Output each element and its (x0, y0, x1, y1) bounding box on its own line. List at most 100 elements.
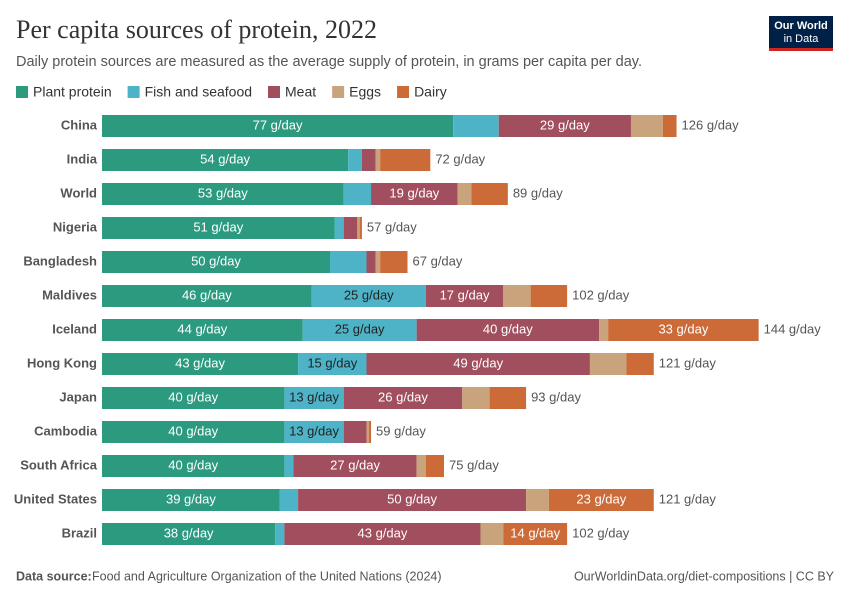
bar-segment (416, 319, 600, 341)
bar-segment (284, 455, 294, 477)
bar-segment (453, 115, 499, 137)
bar-segment (102, 251, 330, 273)
bar-segment (480, 523, 504, 545)
legend-label: Eggs (349, 84, 381, 100)
bar-segment (343, 183, 372, 205)
value-label: 15 g/day (307, 355, 357, 370)
value-label: 27 g/day (330, 457, 380, 472)
legend-swatch (397, 86, 410, 98)
value-label: 25 g/day (335, 321, 385, 336)
legend-swatch (16, 86, 28, 98)
value-label: 40 g/day (168, 423, 218, 438)
value-label: 43 g/day (175, 355, 225, 370)
bar-segment (330, 251, 367, 273)
bar-segment (380, 149, 431, 171)
bar-segment (102, 421, 285, 443)
value-label: 49 g/day (453, 355, 503, 370)
bar-segment (630, 115, 663, 137)
bar-segment (425, 455, 444, 477)
value-label: 19 g/day (389, 185, 439, 200)
total-label: 144 g/day (764, 321, 822, 336)
bar-segment (102, 455, 285, 477)
total-label: 75 g/day (449, 457, 499, 472)
total-label: 121 g/day (659, 491, 717, 506)
legend-label: Fish and seafood (145, 84, 252, 100)
value-label: 40 g/day (168, 457, 218, 472)
value-label: 50 g/day (191, 253, 241, 268)
value-label: 13 g/day (289, 423, 339, 438)
bar-segment (102, 523, 276, 545)
logo-box (769, 16, 833, 50)
subtitle: Daily protein sources are measured as th… (16, 54, 642, 70)
category-label: India (67, 151, 98, 166)
value-label: 54 g/day (200, 151, 250, 166)
value-label: 40 g/day (168, 389, 218, 404)
total-label: 102 g/day (572, 525, 630, 540)
bar-segment (102, 217, 335, 239)
value-label: 40 g/day (483, 321, 533, 336)
bar-segment (102, 285, 312, 307)
bar-segment (279, 489, 299, 511)
legend-label: Dairy (414, 84, 447, 100)
bar-segment (298, 489, 527, 511)
bar-segment (548, 489, 654, 511)
bar-segment (416, 455, 426, 477)
source-label: Data source: (16, 569, 92, 583)
bar-segment (503, 285, 531, 307)
bar-segment (375, 251, 381, 273)
total-label: 126 g/day (682, 117, 740, 132)
bar-segment (102, 319, 303, 341)
bar-segment (471, 183, 508, 205)
value-label: 50 g/day (387, 491, 437, 506)
value-label: 38 g/day (164, 525, 214, 540)
bar-segment (343, 421, 367, 443)
value-label: 13 g/day (289, 389, 339, 404)
category-label: Maldives (42, 287, 97, 302)
value-label: 46 g/day (182, 287, 232, 302)
legend-swatch (268, 86, 281, 98)
category-label: Hong Kong (27, 355, 97, 370)
bar-segment (357, 217, 360, 239)
legend-label: Meat (285, 84, 316, 100)
bar-segment (530, 285, 568, 307)
category-label: United States (14, 491, 97, 506)
bar-segment (284, 387, 344, 409)
bar-segment (359, 217, 362, 239)
value-label: 25 g/day (344, 287, 394, 302)
bar-segment (366, 353, 590, 375)
category-label: China (61, 117, 98, 132)
total-label: 102 g/day (572, 287, 630, 302)
category-label: Bangladesh (23, 253, 97, 268)
total-label: 72 g/day (435, 151, 485, 166)
bar-segment (284, 421, 344, 443)
value-label: 51 g/day (193, 219, 243, 234)
bar-segment (425, 285, 504, 307)
bar-segment (503, 523, 568, 545)
value-label: 77 g/day (253, 117, 303, 132)
bar-segment (526, 489, 549, 511)
category-label: South Africa (20, 457, 98, 472)
bar-segment (102, 183, 344, 205)
total-label: 121 g/day (659, 355, 717, 370)
category-label: Cambodia (34, 423, 98, 438)
value-label: 43 g/day (358, 525, 408, 540)
total-label: 93 g/day (531, 389, 581, 404)
chart-title: Per capita sources of protein, 2022 (16, 15, 377, 44)
total-label: 59 g/day (376, 423, 426, 438)
logo-text: Our World (774, 20, 828, 32)
bar-segment (293, 455, 417, 477)
bar-segment (599, 319, 609, 341)
value-label: 14 g/day (510, 525, 560, 540)
bar-segment (102, 115, 454, 137)
value-label: 33 g/day (658, 321, 708, 336)
bar-segment (462, 387, 490, 409)
total-label: 57 g/day (367, 219, 417, 234)
value-label: 53 g/day (198, 185, 248, 200)
value-label: 29 g/day (540, 117, 590, 132)
bar-segment (371, 183, 458, 205)
bar-segment (102, 149, 349, 171)
bar-segment (102, 489, 280, 511)
total-label: 89 g/day (513, 185, 563, 200)
value-label: 44 g/day (177, 321, 227, 336)
